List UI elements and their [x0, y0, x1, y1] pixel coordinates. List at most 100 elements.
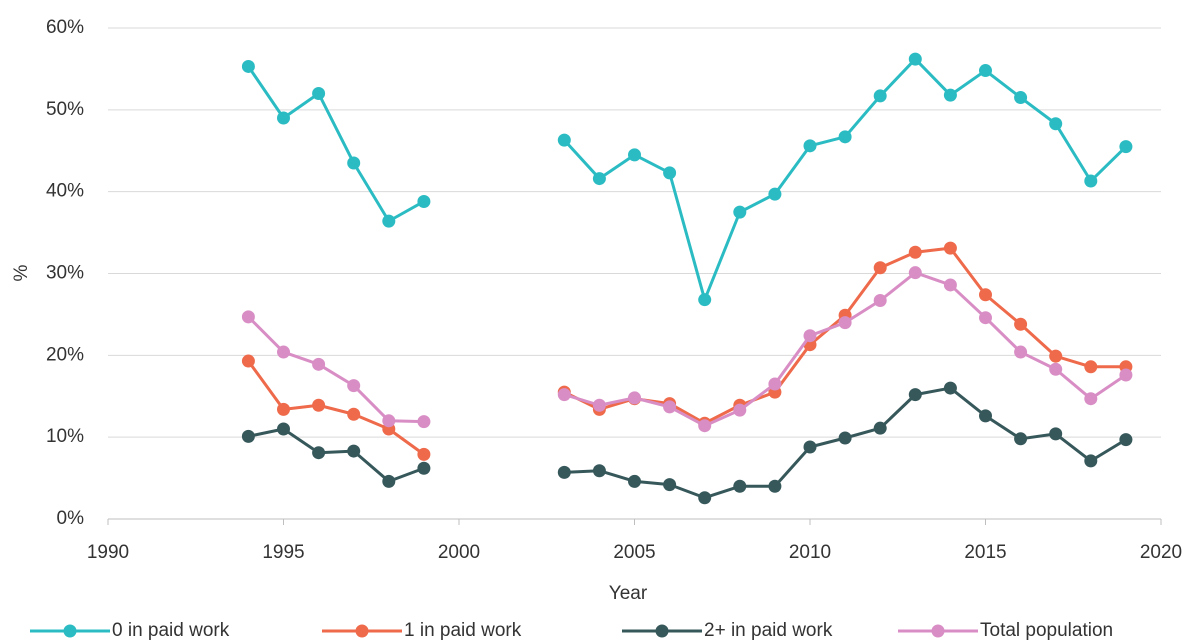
point [1049, 427, 1063, 441]
point [312, 446, 326, 460]
point [417, 194, 431, 208]
point [943, 381, 957, 395]
legend-marker [655, 624, 669, 638]
point [417, 415, 431, 429]
x-tick-label: 2000 [438, 542, 480, 563]
point [417, 447, 431, 461]
y-tick-label: 10% [46, 426, 84, 447]
point [592, 464, 606, 478]
point [979, 311, 992, 325]
point [838, 431, 852, 445]
point [347, 379, 361, 393]
legend-marker [931, 624, 945, 638]
legend-label: 0 in paid work [112, 620, 230, 641]
point [277, 422, 290, 436]
point [873, 261, 887, 275]
series-line [247, 271, 1127, 428]
y-tick-label: 30% [46, 263, 84, 284]
point [1049, 117, 1063, 131]
point [241, 429, 255, 443]
point [312, 86, 326, 100]
point [733, 403, 747, 417]
point [908, 266, 922, 280]
point [663, 478, 677, 492]
point [628, 474, 641, 488]
y-tick-label: 40% [46, 181, 84, 202]
point [1084, 454, 1098, 468]
series-line [247, 246, 1126, 456]
point [803, 139, 817, 153]
point [979, 288, 992, 302]
point [1084, 392, 1098, 406]
point [1014, 345, 1028, 359]
point [592, 398, 606, 412]
point [873, 294, 887, 308]
point [241, 59, 255, 73]
y-tick-label: 50% [46, 99, 84, 120]
point [768, 479, 782, 493]
x-tick-label: 1990 [87, 542, 129, 563]
point [347, 444, 361, 458]
point [277, 345, 290, 359]
x-tick-label: 2015 [964, 542, 1006, 563]
point [1084, 360, 1098, 374]
point [979, 64, 992, 78]
series-line [248, 386, 1127, 500]
point [1049, 349, 1063, 363]
point [417, 461, 431, 475]
point [1119, 140, 1133, 154]
point [1084, 174, 1098, 188]
point [557, 465, 571, 479]
point [347, 156, 361, 170]
point [312, 398, 326, 412]
point [698, 419, 712, 433]
point [312, 357, 326, 371]
y-axis-label: % [11, 264, 32, 281]
point [1119, 433, 1133, 447]
x-tick-label: 2010 [789, 542, 831, 563]
point [943, 88, 957, 102]
x-tick-label: 2005 [613, 542, 655, 563]
point [733, 479, 747, 493]
point [768, 377, 782, 391]
point [241, 354, 255, 368]
point [768, 187, 782, 201]
point [943, 241, 957, 255]
point [733, 205, 747, 219]
y-tick-label: 60% [46, 17, 84, 38]
legend-label: 1 in paid work [404, 620, 522, 641]
x-tick-label: 1995 [262, 542, 304, 563]
y-tick-label: 0% [57, 508, 85, 529]
legend-marker [63, 624, 77, 638]
point [803, 329, 817, 343]
point [698, 491, 712, 505]
point [628, 391, 641, 405]
point [838, 130, 852, 144]
point [557, 133, 571, 147]
point [1014, 91, 1028, 105]
point [908, 52, 922, 66]
point [557, 388, 571, 402]
legend-marker [355, 624, 369, 638]
point [277, 402, 290, 416]
point [241, 310, 255, 324]
legend-label: Total population [980, 620, 1113, 641]
point [873, 421, 887, 435]
point [908, 245, 922, 259]
point [908, 388, 922, 402]
point [979, 409, 992, 423]
point [592, 172, 606, 186]
point [1119, 368, 1133, 382]
point [382, 214, 396, 228]
point [347, 407, 361, 421]
point [663, 166, 677, 180]
point [803, 440, 817, 454]
y-tick-label: 20% [46, 344, 84, 365]
series-line [247, 57, 1127, 302]
x-tick-label: 2020 [1140, 542, 1182, 563]
point [1049, 362, 1063, 376]
point [873, 89, 887, 103]
x-axis-label: Year [609, 583, 648, 604]
point [663, 400, 677, 414]
